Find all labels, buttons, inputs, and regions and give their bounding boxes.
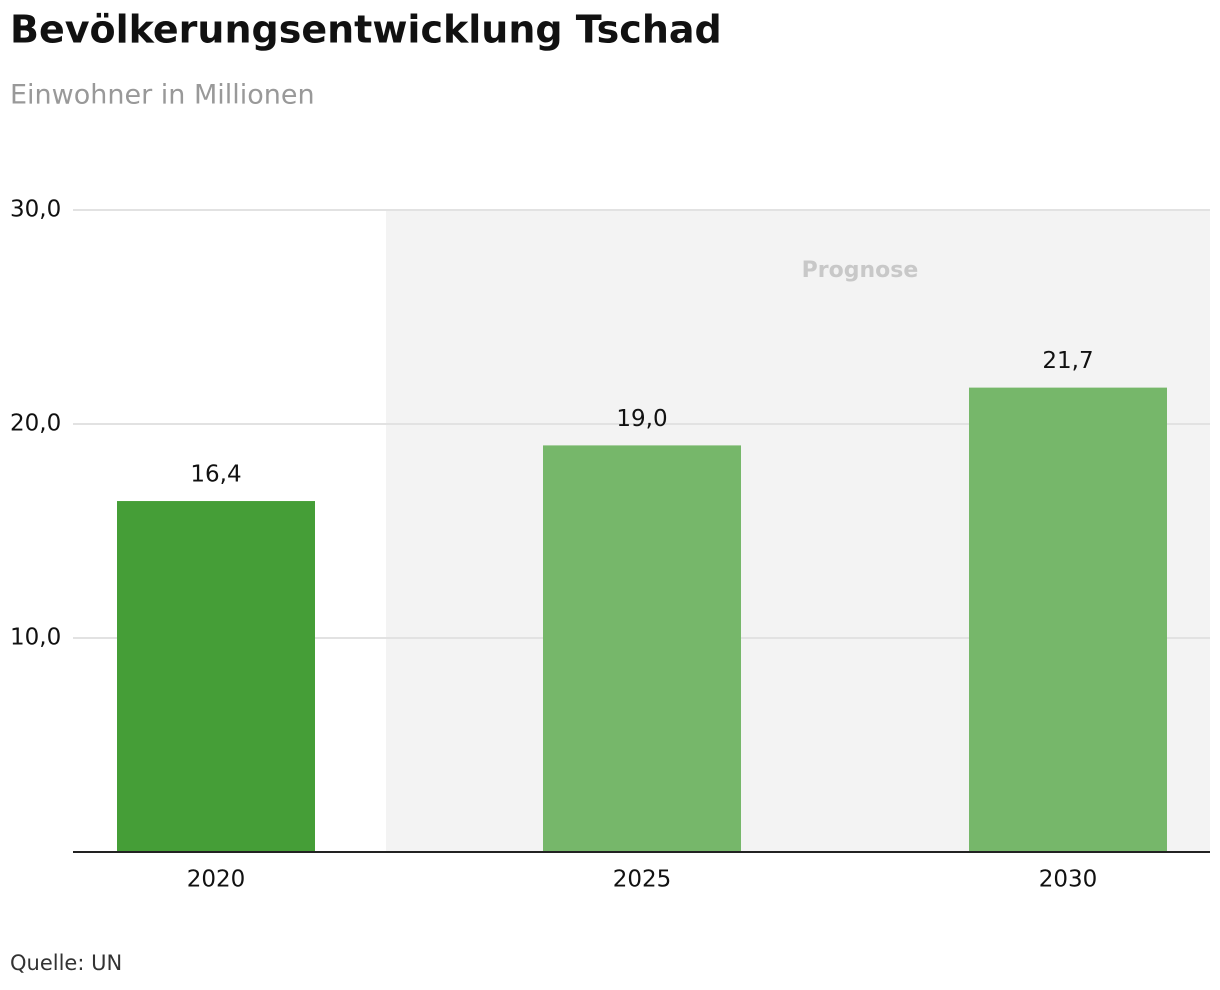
chart-title: Bevölkerungsentwicklung Tschad (10, 8, 722, 52)
x-tick-label: 2030 (1039, 867, 1098, 893)
annotation: Prognose (802, 258, 919, 283)
x-tick-label: 2020 (187, 867, 246, 893)
source: Quelle: UN (10, 951, 122, 975)
chart-subtitle: Einwohner in Millionen (10, 80, 315, 111)
y-tick-label: 20,0 (10, 411, 61, 437)
bar (969, 387, 1167, 852)
y-tick-label: 30,0 (10, 197, 61, 223)
value-label: 21,7 (1042, 348, 1093, 374)
bar (543, 445, 741, 852)
x-tick-label: 2025 (613, 867, 672, 893)
value-label: 16,4 (190, 462, 241, 488)
y-tick-label: 10,0 (10, 625, 61, 651)
bar (117, 501, 315, 852)
value-label: 19,0 (616, 406, 667, 432)
